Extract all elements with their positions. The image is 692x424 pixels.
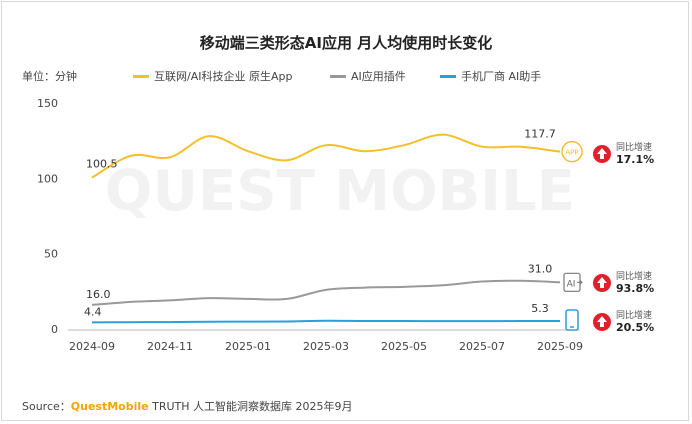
source-brand: QuestMobile [70, 400, 149, 413]
series-line-ai-plugin [91, 279, 561, 306]
legend-item-ai-plugin: AI应用插件 [330, 68, 406, 84]
growth-label: 同比增速 [616, 311, 653, 321]
y-tick-label: 150 [37, 97, 58, 110]
source-note: Source：QuestMobile TRUTH 人工智能洞察数据库 2025年… [22, 398, 353, 414]
series-line-native-app [91, 133, 561, 179]
y-tick-label: 0 [51, 323, 58, 336]
unit-label: 单位：分钟 [22, 70, 77, 83]
up-arrow-icon [593, 313, 611, 331]
end-data-label: 117.7 [524, 128, 556, 141]
growth-label: 同比增速 [616, 143, 653, 153]
legend-swatch [330, 74, 346, 78]
source-prefix: Source： [22, 400, 71, 413]
x-tick-label: 2024-11 [147, 340, 193, 353]
end-data-label: 31.0 [528, 262, 553, 275]
growth-badge-native-app: 同比增速 17.1% [593, 142, 654, 166]
growth-label: 同比增速 [616, 272, 653, 282]
start-data-label: 4.4 [84, 305, 102, 318]
growth-badge-ai-plugin: 同比增速 93.8% [593, 271, 654, 295]
app-icon [561, 140, 583, 163]
watermark-text: QUEST MOBILE [105, 159, 575, 224]
legend-swatch [440, 74, 456, 78]
legend-label: 互联网/AI科技企业 原生App [154, 70, 293, 83]
phone-icon [565, 309, 579, 331]
x-tick-label: 2025-05 [381, 340, 427, 353]
x-tick-label: 2025-09 [537, 340, 583, 353]
source-suffix: TRUTH 人工智能洞察数据库 2025年9月 [148, 400, 353, 413]
y-tick-label: 50 [44, 248, 58, 261]
ai-plugin-icon-text: AI [567, 279, 576, 289]
growth-badge-phone-assistant: 同比增速 20.5% [593, 310, 654, 334]
series-line-phone-assistant [91, 319, 561, 324]
x-tick-label: 2024-09 [69, 340, 115, 353]
legend-swatch [133, 74, 149, 78]
x-tick-label: 2025-03 [303, 340, 349, 353]
start-data-label: 100.5 [86, 158, 118, 171]
growth-value: 17.1% [616, 153, 655, 166]
x-tick-label: 2025-01 [225, 340, 271, 353]
arrow-right-icon [577, 279, 583, 285]
legend-item-phone-assistant: 手机厂商 AI助手 [440, 68, 541, 84]
legend-label: 手机厂商 AI助手 [461, 70, 542, 83]
start-data-label: 16.0 [86, 288, 111, 301]
app-icon-text: APP [565, 149, 578, 157]
end-data-label: 5.3 [531, 302, 549, 315]
legend-label: AI应用插件 [351, 70, 406, 83]
x-tick-label: 2025-07 [459, 340, 505, 353]
up-arrow-icon [593, 145, 611, 163]
up-arrow-icon [593, 274, 611, 292]
growth-value: 93.8% [616, 282, 655, 295]
chart-title: 移动端三类形态AI应用 月人均使用时长变化 [199, 34, 493, 52]
legend-item-native-app: 互联网/AI科技企业 原生App [133, 68, 292, 84]
y-tick-label: 100 [37, 172, 58, 185]
growth-value: 20.5% [616, 321, 655, 334]
